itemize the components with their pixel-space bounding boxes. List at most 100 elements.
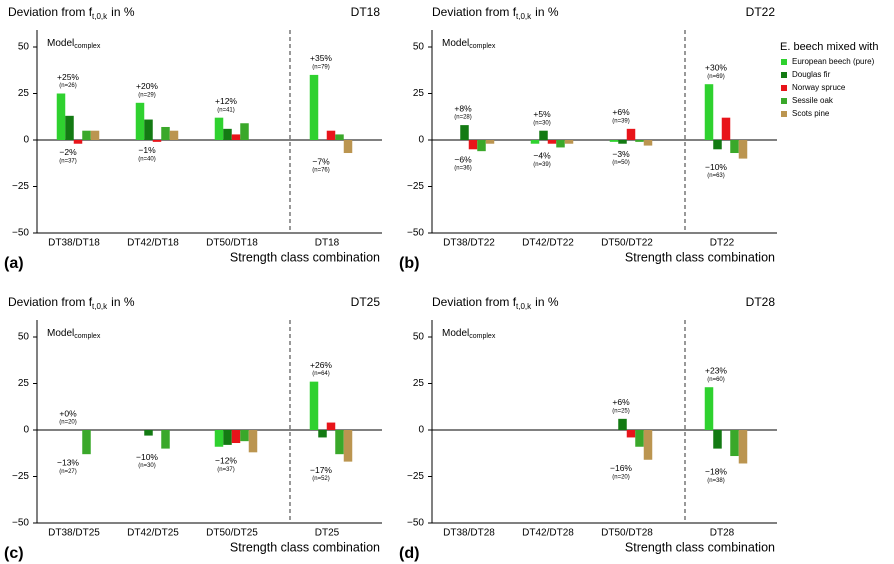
bar <box>468 140 478 150</box>
x-tick-label: DT38/DT18 <box>48 238 100 249</box>
x-tick-label: DT28 <box>710 528 735 539</box>
legend-swatch <box>781 98 787 104</box>
model-text: Model <box>47 328 74 339</box>
title-text: Deviation from f <box>432 5 517 19</box>
bar <box>556 140 565 148</box>
y-tick-label: 25 <box>413 88 425 99</box>
annotation-label: +12% <box>215 96 237 106</box>
model-label: Modelcomplex <box>47 38 101 50</box>
annotation-label: +8% <box>454 103 472 113</box>
panel-label: (b) <box>399 255 419 272</box>
annotation-n: (n=30) <box>138 463 156 469</box>
x-tick-label: DT50/DT28 <box>601 528 653 539</box>
x-axis-label: Strength class combination <box>230 540 380 554</box>
annotation-label: +30% <box>705 62 727 72</box>
bar <box>713 430 722 449</box>
legend-title: E. beech mixed with <box>780 41 878 53</box>
bar <box>738 430 748 464</box>
y-tick-label: −25 <box>12 181 29 192</box>
y-tick-label: −25 <box>12 471 29 482</box>
annotation-label: +6% <box>612 397 630 407</box>
annotation-n: (n=29) <box>138 92 156 98</box>
bar <box>56 93 66 140</box>
bar <box>82 430 91 455</box>
x-axis-label: Strength class combination <box>230 250 380 264</box>
bar <box>635 140 644 142</box>
bar <box>539 130 548 140</box>
panel-title: Deviation from ft,0,k in % <box>432 295 559 311</box>
model-subscript: complex <box>74 333 101 340</box>
model-subscript: complex <box>74 43 101 50</box>
bar <box>704 84 714 140</box>
annotation-n: (n=39) <box>533 162 551 168</box>
bar <box>564 140 574 144</box>
x-tick-label: DT38/DT25 <box>48 528 100 539</box>
bar <box>65 115 74 140</box>
annotation-label: −10% <box>705 162 727 172</box>
bar <box>343 430 353 462</box>
y-tick-label: −50 <box>407 228 424 239</box>
y-tick-label: 50 <box>18 42 30 53</box>
x-tick-label: DT38/DT22 <box>443 238 495 249</box>
bar <box>214 117 224 140</box>
x-axis-label: Strength class combination <box>625 250 775 264</box>
bar <box>713 140 722 150</box>
title-text: in % <box>111 295 135 309</box>
annotation-n: (n=30) <box>533 120 551 126</box>
bar <box>635 430 644 447</box>
bar <box>547 140 557 144</box>
x-axis-label: Strength class combination <box>625 540 775 554</box>
annotation-label: +5% <box>533 109 551 119</box>
annotation-label: +26% <box>310 360 332 370</box>
bar <box>318 430 327 438</box>
bar <box>152 140 162 142</box>
bar <box>309 74 319 140</box>
x-tick-label: DT42/DT18 <box>127 238 179 249</box>
x-tick-label: DT18 <box>315 238 340 249</box>
annotation-n: (n=27) <box>59 469 77 475</box>
bar <box>214 430 224 447</box>
corner-label: DT28 <box>746 295 776 309</box>
title-subscript: t,0,k <box>92 302 108 311</box>
corner-label: DT25 <box>351 295 381 309</box>
bar <box>530 140 540 144</box>
y-tick-label: −25 <box>407 181 424 192</box>
title-text: in % <box>111 5 135 19</box>
annotation-n: (n=60) <box>707 377 725 383</box>
title-text: in % <box>535 5 559 19</box>
legend-label: Norway spruce <box>792 83 846 92</box>
bar <box>343 140 353 154</box>
annotation-label: +35% <box>310 53 332 63</box>
annotation-label: +6% <box>612 107 630 117</box>
y-tick-label: 0 <box>418 135 424 146</box>
bar <box>335 134 344 140</box>
bar <box>161 126 170 140</box>
annotation-n: (n=26) <box>59 83 77 89</box>
annotation-label: +23% <box>705 365 727 375</box>
bar <box>460 125 469 140</box>
panel-title: Deviation from ft,0,k in % <box>432 5 559 21</box>
model-label: Modelcomplex <box>442 38 496 50</box>
annotation-label: +0% <box>59 408 77 418</box>
annotation-label: −16% <box>610 463 632 473</box>
bar <box>135 102 145 140</box>
y-tick-label: 25 <box>18 378 30 389</box>
bar <box>643 140 653 146</box>
annotation-n: (n=38) <box>707 478 725 484</box>
annotation-n: (n=50) <box>612 160 630 166</box>
annotation-label: +25% <box>57 72 79 82</box>
bar <box>485 140 495 144</box>
legend-swatch <box>781 85 787 91</box>
annotation-n: (n=63) <box>707 173 725 179</box>
y-tick-label: 25 <box>18 88 30 99</box>
bar <box>309 381 319 430</box>
y-tick-label: 0 <box>418 425 424 436</box>
annotation-label: −3% <box>612 149 630 159</box>
model-text: Model <box>442 328 469 339</box>
bar <box>248 430 258 453</box>
y-tick-label: 0 <box>23 425 29 436</box>
bar <box>730 430 739 457</box>
title-subscript: t,0,k <box>516 12 532 21</box>
x-tick-label: DT42/DT22 <box>522 238 574 249</box>
y-tick-label: 50 <box>413 42 425 53</box>
